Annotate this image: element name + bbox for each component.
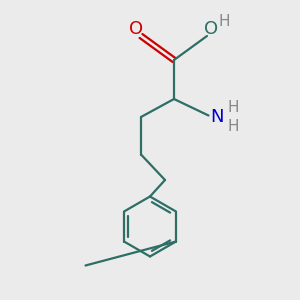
Text: O: O xyxy=(128,20,143,38)
Text: H: H xyxy=(227,119,239,134)
Text: N: N xyxy=(210,108,224,126)
Text: H: H xyxy=(219,14,230,29)
Text: O: O xyxy=(203,20,218,38)
Text: H: H xyxy=(227,100,239,116)
